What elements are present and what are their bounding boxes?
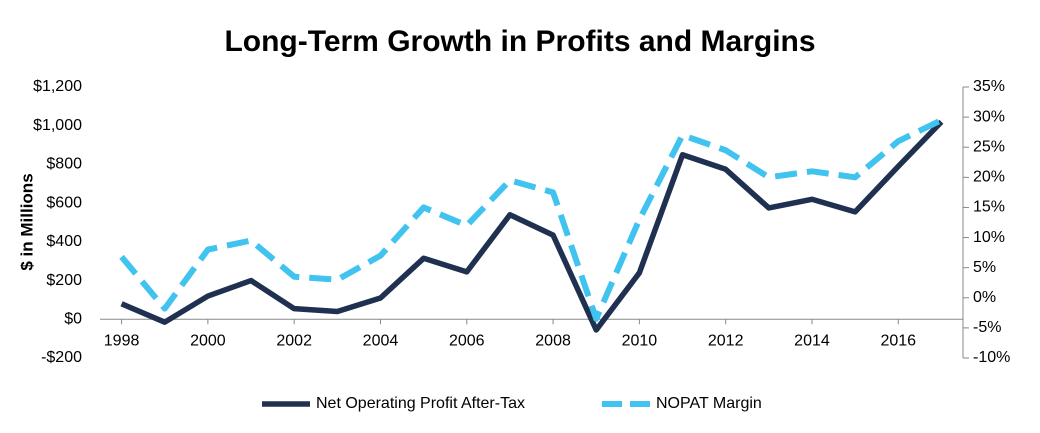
legend-label: NOPAT Margin xyxy=(656,395,762,412)
y2-tick-label: -10% xyxy=(973,349,1010,366)
y-tick-label: $600 xyxy=(46,194,82,211)
y-axis-title: $ in Millions xyxy=(17,173,36,270)
y-tick-label: $200 xyxy=(46,272,82,289)
y2-tick-label: 20% xyxy=(973,169,1005,186)
x-tick-label: 2004 xyxy=(363,333,399,350)
chart-title: Long-Term Growth in Profits and Margins xyxy=(224,25,815,58)
line-series xyxy=(119,117,943,322)
x-tick-label: 2010 xyxy=(622,333,658,350)
x-tick-label: 2006 xyxy=(449,333,485,350)
y2-tick-label: 35% xyxy=(973,78,1005,95)
y-tick-label: -$200 xyxy=(41,349,82,366)
y-tick-label: $800 xyxy=(46,156,82,173)
y2-tick-label: 30% xyxy=(973,108,1005,125)
y-tick-label: $400 xyxy=(46,233,82,250)
y2-tick-label: 15% xyxy=(973,199,1005,216)
line-series xyxy=(120,119,944,333)
y2-tick-label: -5% xyxy=(973,319,1001,336)
y2-tick-label: 10% xyxy=(973,229,1005,246)
x-tick-label: 1998 xyxy=(104,333,140,350)
y2-tick-label: 5% xyxy=(973,259,996,276)
y-tick-label: $1,000 xyxy=(33,117,82,134)
x-tick-label: 2002 xyxy=(276,333,312,350)
y-tick-label: $0 xyxy=(64,311,82,328)
legend-label: Net Operating Profit After-Tax xyxy=(316,395,525,412)
x-tick-label: 2008 xyxy=(535,333,571,350)
x-tick-label: 2012 xyxy=(708,333,744,350)
x-tick-label: 2014 xyxy=(794,333,830,350)
x-tick-label: 2000 xyxy=(190,333,226,350)
y-tick-label: $1,200 xyxy=(33,78,82,95)
y2-tick-label: 0% xyxy=(973,289,996,306)
y2-tick-label: 25% xyxy=(973,138,1005,155)
x-tick-label: 2016 xyxy=(880,333,916,350)
